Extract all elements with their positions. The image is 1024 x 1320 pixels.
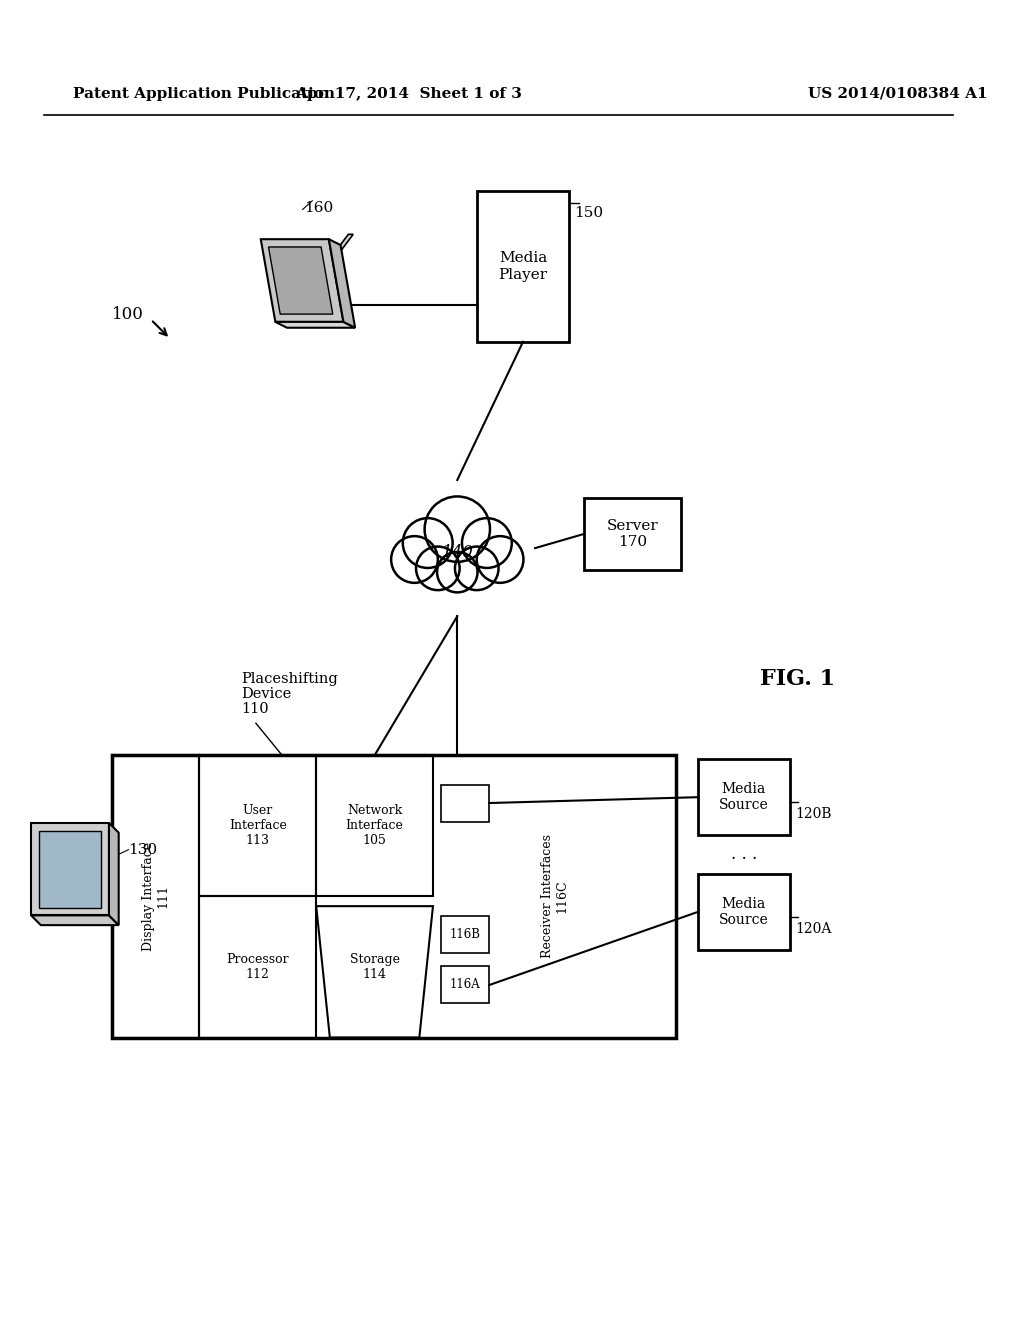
Text: Media
Source: Media Source <box>719 781 769 812</box>
Bar <box>440 784 489 821</box>
Bar <box>697 759 791 836</box>
Polygon shape <box>334 235 353 253</box>
Text: US 2014/0108384 A1: US 2014/0108384 A1 <box>808 87 987 100</box>
Text: 116A: 116A <box>450 978 480 991</box>
Polygon shape <box>31 915 119 925</box>
Text: Device: Device <box>242 686 292 701</box>
Bar <box>440 966 489 1003</box>
Bar <box>112 755 676 1038</box>
Circle shape <box>416 546 460 590</box>
Text: Server
170: Server 170 <box>606 519 658 549</box>
Polygon shape <box>109 822 119 925</box>
Bar <box>200 896 316 1038</box>
Bar <box>584 498 681 570</box>
Text: 140: 140 <box>441 544 473 561</box>
Polygon shape <box>268 247 333 314</box>
Text: 130: 130 <box>128 842 158 857</box>
Circle shape <box>477 536 523 583</box>
Text: 120B: 120B <box>795 807 831 821</box>
Text: Media
Source: Media Source <box>719 896 769 927</box>
Text: 116B: 116B <box>450 928 480 941</box>
Circle shape <box>391 536 438 583</box>
Text: 100: 100 <box>112 306 144 323</box>
Circle shape <box>462 519 512 568</box>
Text: FIG. 1: FIG. 1 <box>760 668 836 690</box>
Bar <box>697 874 791 950</box>
Circle shape <box>425 496 490 562</box>
Bar <box>477 191 569 342</box>
Text: 160: 160 <box>304 201 334 215</box>
Bar <box>200 755 316 896</box>
Circle shape <box>437 552 477 593</box>
Text: Storage
114: Storage 114 <box>349 953 399 981</box>
Polygon shape <box>31 822 109 915</box>
Text: Processor
112: Processor 112 <box>226 953 289 981</box>
Bar <box>440 916 489 953</box>
Text: Media
Player: Media Player <box>499 251 548 281</box>
Text: Display Interface
111: Display Interface 111 <box>141 842 170 950</box>
Text: . . .: . . . <box>731 846 757 863</box>
Polygon shape <box>329 239 355 327</box>
Text: Network
Interface
105: Network Interface 105 <box>346 804 403 847</box>
Text: 120A: 120A <box>795 921 831 936</box>
Circle shape <box>402 519 453 568</box>
Text: User
Interface
113: User Interface 113 <box>229 804 287 847</box>
Text: Apr. 17, 2014  Sheet 1 of 3: Apr. 17, 2014 Sheet 1 of 3 <box>295 87 522 100</box>
Text: 150: 150 <box>574 206 603 219</box>
Text: Receiver Interfaces
116C: Receiver Interfaces 116C <box>541 834 568 958</box>
Bar <box>316 755 433 896</box>
Text: 110: 110 <box>242 702 269 715</box>
Polygon shape <box>261 239 343 322</box>
Bar <box>112 755 200 1038</box>
Text: Placeshifting: Placeshifting <box>242 672 338 686</box>
Circle shape <box>455 546 499 590</box>
Text: Patent Application Publication: Patent Application Publication <box>73 87 335 100</box>
Polygon shape <box>39 830 101 908</box>
Polygon shape <box>275 322 355 327</box>
